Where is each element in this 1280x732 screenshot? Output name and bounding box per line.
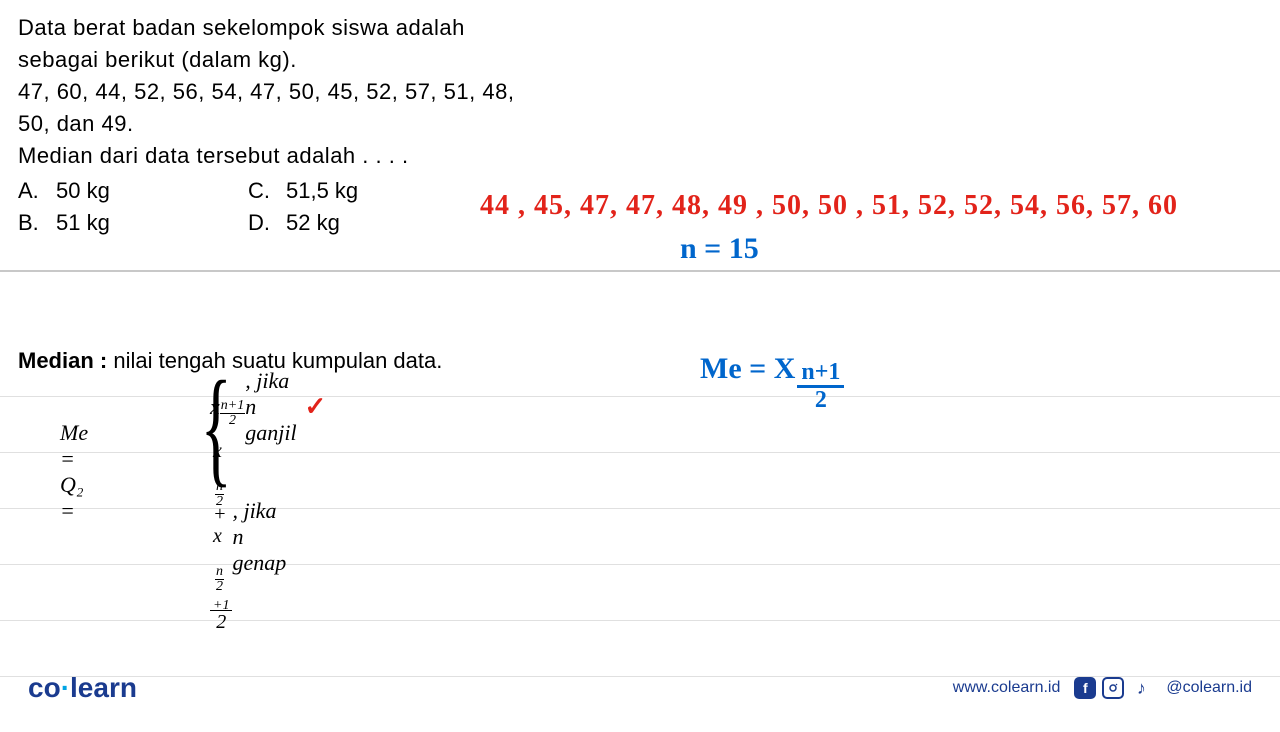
handwritten-n-value: n = 15 <box>680 232 759 266</box>
footer-links: www.colearn.id f ♪ @colearn.id <box>953 677 1252 699</box>
subscript-fraction: n+1 2 <box>220 399 245 428</box>
question-prompt: Median dari data tersebut adalah . . . . <box>18 140 1262 172</box>
median-definition: Median : nilai tengah suatu kumpulan dat… <box>0 338 1280 384</box>
formula-case-even: x n 2 + x n 2 +1 2 , jika n genap <box>210 440 286 633</box>
instagram-icon[interactable] <box>1102 677 1124 699</box>
social-handle: @colearn.id <box>1166 679 1252 697</box>
median-formula: Me = Q₂ = { x n+1 2 , jika n ganjil ✓ x … <box>0 340 78 520</box>
facebook-icon[interactable]: f <box>1074 677 1096 699</box>
handwritten-median-formula: Me = X n+1 2 <box>700 352 844 405</box>
option-d: D. 52 kg <box>248 207 448 239</box>
tiktok-icon[interactable]: ♪ <box>1130 677 1152 699</box>
option-b: B. 51 kg <box>18 207 248 239</box>
handwritten-sorted-data: 44 , 45, 47, 47, 48, 49 , 50, 50 , 51, 5… <box>480 190 1275 222</box>
formula-case-odd: x n+1 2 , jika n ganjil ✓ <box>210 368 326 446</box>
question-line1: Data berat badan sekelompok siswa adalah <box>18 12 1262 44</box>
main-fraction: x n 2 + x n 2 +1 2 <box>210 440 232 633</box>
option-a: A. 50 kg <box>18 175 248 207</box>
brand-logo: co·learn <box>28 672 137 704</box>
checkmark-icon: ✓ <box>305 392 327 422</box>
question-data2: 50, dan 49. <box>18 108 1262 140</box>
ruled-lines: Median : nilai tengah suatu kumpulan dat… <box>0 270 1280 732</box>
website-url: www.colearn.id <box>953 679 1061 697</box>
formula-lhs: Me = Q₂ = <box>60 420 88 524</box>
option-c: C. 51,5 kg <box>248 175 448 207</box>
question-line2: sebagai berikut (dalam kg). <box>18 44 1262 76</box>
question-data1: 47, 60, 44, 52, 56, 54, 47, 50, 45, 52, … <box>18 76 1262 108</box>
footer-bar: co·learn www.colearn.id f ♪ @colearn.id <box>0 664 1280 720</box>
